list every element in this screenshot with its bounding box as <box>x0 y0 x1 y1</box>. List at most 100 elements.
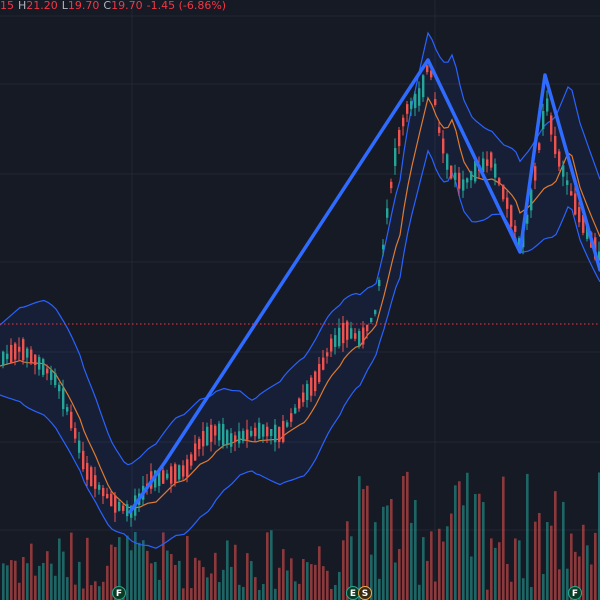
volume-bar <box>590 564 593 600</box>
volume-bar <box>250 561 253 600</box>
volume-bar <box>574 551 577 600</box>
candle-body <box>62 388 65 410</box>
volume-bar <box>334 584 337 600</box>
candle-body <box>198 438 201 450</box>
volume-bar <box>78 561 81 600</box>
candle-body <box>194 443 197 461</box>
volume-bar <box>118 537 121 600</box>
volume-bar <box>38 565 41 600</box>
volume-bar <box>238 584 241 600</box>
volume-bar <box>530 587 533 600</box>
volume-bar <box>326 570 329 600</box>
volume-bar <box>18 582 21 600</box>
candle-body <box>2 351 5 366</box>
candle-body <box>334 335 337 347</box>
candle-body <box>378 279 381 287</box>
candle-body <box>74 428 77 439</box>
volume-bar <box>246 553 249 600</box>
volume-bar <box>366 485 369 600</box>
candle-body <box>358 331 361 347</box>
volume-bar <box>6 565 9 600</box>
volume-bar <box>2 563 5 600</box>
volume-bar <box>198 560 201 600</box>
volume-bar <box>98 586 101 600</box>
candle-body <box>450 165 453 179</box>
candle-body <box>534 166 537 181</box>
volume-bar <box>430 531 433 600</box>
volume-bar <box>566 568 569 600</box>
candle-body <box>98 484 101 490</box>
candle-body <box>34 354 37 366</box>
candle-body <box>374 309 377 315</box>
candle-body <box>322 357 325 370</box>
volume-bar <box>554 491 557 600</box>
candle-body <box>238 431 241 444</box>
candle-body <box>398 129 401 147</box>
candle-body <box>466 178 469 183</box>
candle-body <box>218 423 221 441</box>
candle-body <box>210 424 213 442</box>
bollinger-upper <box>0 31 600 466</box>
volume-bar <box>46 551 49 600</box>
candle-body <box>438 127 441 133</box>
volume-bar <box>66 577 69 600</box>
candle-body <box>566 180 569 185</box>
volume-bar <box>58 538 61 600</box>
volume-bar <box>510 581 513 600</box>
volume-bar <box>390 498 393 600</box>
candle-body <box>234 435 237 442</box>
candle-body <box>546 98 549 112</box>
volume-bar <box>322 566 325 600</box>
candle-body <box>170 466 173 484</box>
volume-bar <box>374 522 377 600</box>
volume-bar <box>414 499 417 600</box>
candle-body <box>230 433 233 447</box>
volume-bar <box>546 522 549 600</box>
candle-body <box>510 205 513 227</box>
volume-bar <box>490 538 493 600</box>
volume-bar <box>562 501 565 600</box>
candle-body <box>302 392 305 403</box>
candle-body <box>226 430 229 445</box>
volume-bar <box>34 575 37 600</box>
candle-body <box>418 88 421 106</box>
candle-body <box>414 93 417 109</box>
candle-body <box>346 321 349 340</box>
dividend-badge-icon[interactable]: F <box>568 586 582 600</box>
volume-bar <box>418 584 421 600</box>
volume-bar <box>542 573 545 600</box>
candle-body <box>318 363 321 383</box>
candle-body <box>114 495 117 513</box>
volume-bar <box>206 577 209 600</box>
volume-bar <box>514 538 517 600</box>
candle-body <box>470 171 473 181</box>
volume-bar <box>190 588 193 600</box>
volume-bar <box>138 542 141 600</box>
candle-body <box>110 493 113 507</box>
volume-bar <box>130 550 133 600</box>
volume-bar <box>454 485 457 600</box>
volume-bar <box>90 585 93 600</box>
volume-bar <box>470 556 473 600</box>
candle-body <box>430 70 433 78</box>
dividend-badge-icon[interactable]: F <box>112 586 126 600</box>
open-value-partial: 15 <box>0 0 14 12</box>
candle-body <box>530 189 533 211</box>
split-badge-icon[interactable]: S <box>358 586 372 600</box>
candle-body <box>518 238 521 246</box>
volume-bar <box>242 586 245 600</box>
candle-body <box>206 426 209 446</box>
candle-body <box>102 487 105 497</box>
candle-body <box>254 427 257 437</box>
volume-bar <box>278 567 281 600</box>
volume-bar <box>594 532 597 600</box>
candle-body <box>162 470 165 484</box>
candle-body <box>70 411 73 429</box>
candle-body <box>498 178 501 185</box>
candle-body <box>598 251 600 261</box>
volume-bar <box>450 513 453 600</box>
volume-bar <box>402 476 405 600</box>
volume-bar <box>262 584 265 600</box>
